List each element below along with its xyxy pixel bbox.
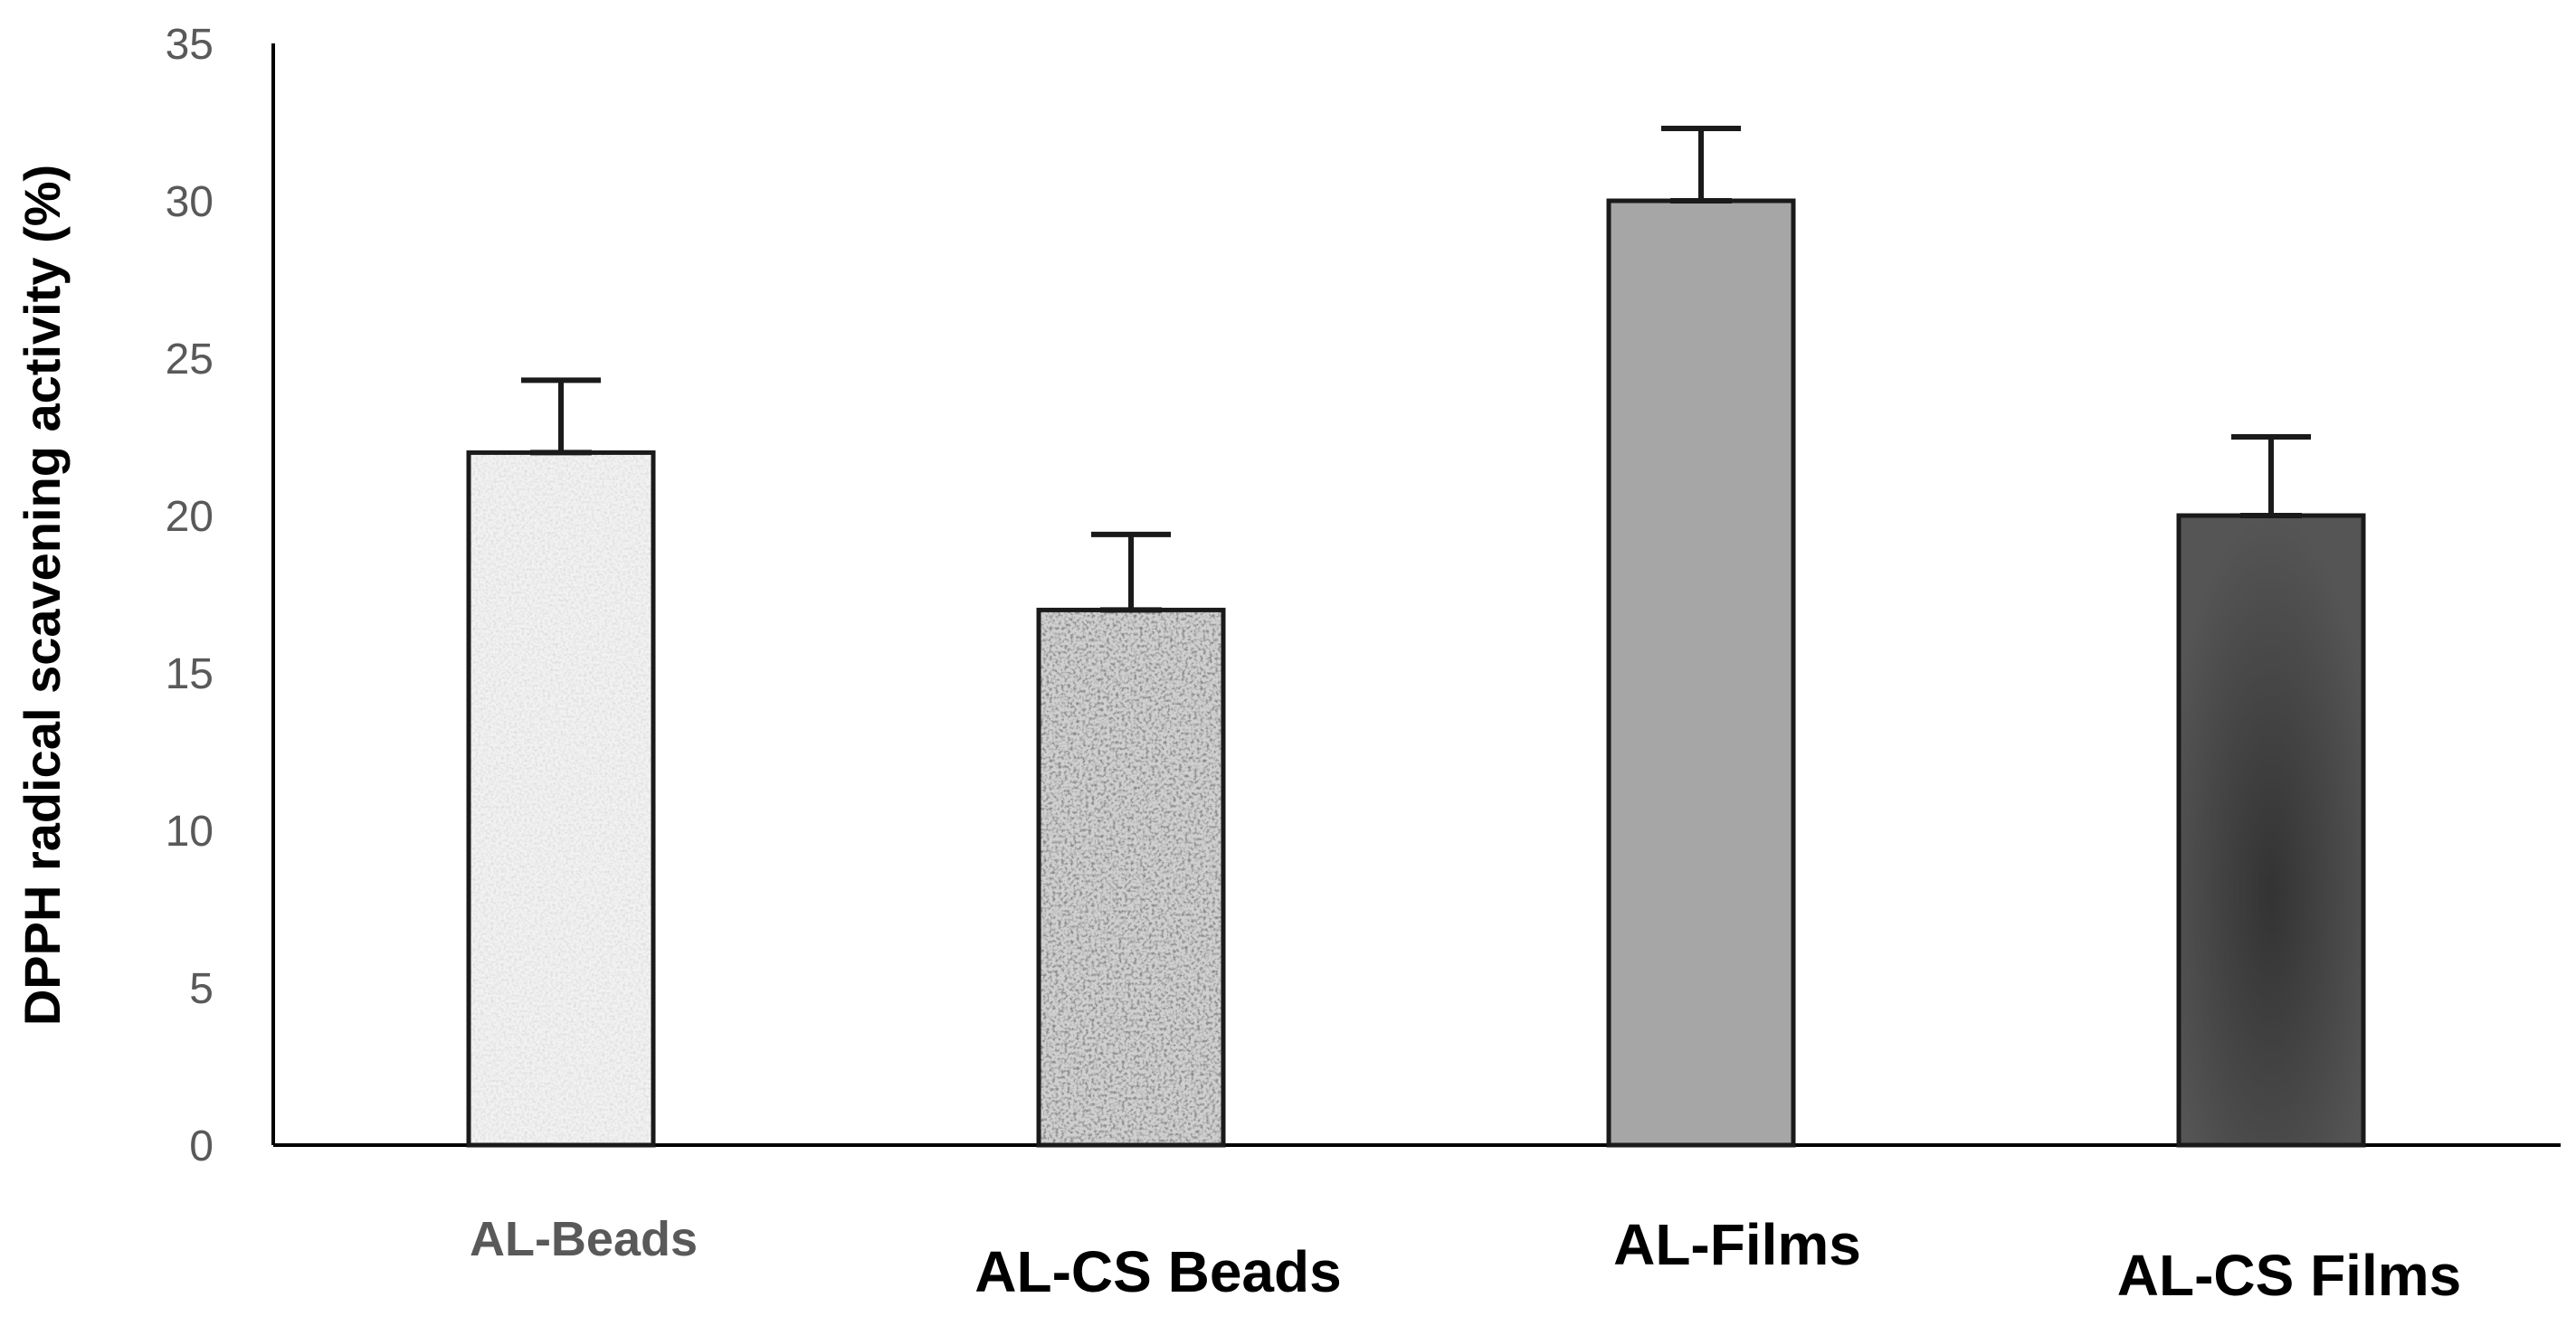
y-tick-label: 10 <box>166 808 214 856</box>
bar <box>469 452 653 1145</box>
x-category-label: AL-Films <box>1613 1212 1861 1277</box>
x-category-label: AL-CS Beads <box>974 1239 1341 1304</box>
bar <box>1039 610 1223 1145</box>
y-tick-label: 35 <box>166 21 214 69</box>
x-category-label: AL-Beads <box>470 1212 698 1266</box>
bar <box>2179 516 2363 1145</box>
y-axis-label: DPPH radical scavening activity (%) <box>14 165 71 1026</box>
y-tick-label: 15 <box>166 650 214 698</box>
y-tick-labels: 0 5 10 15 20 25 30 35 <box>166 21 214 1170</box>
y-tick-label: 0 <box>189 1122 214 1170</box>
bars <box>466 198 2366 1148</box>
error-bars <box>521 125 2311 613</box>
y-tick-label: 5 <box>189 965 214 1013</box>
x-category-label: AL-CS Films <box>2117 1243 2461 1308</box>
y-tick-label: 20 <box>166 493 214 541</box>
y-tick-label: 25 <box>166 336 214 384</box>
category-labels: AL-Beads AL-CS Beads AL-Films AL-CS Films <box>470 1212 2461 1308</box>
bar <box>1609 201 1793 1145</box>
y-tick-label: 30 <box>166 178 214 226</box>
